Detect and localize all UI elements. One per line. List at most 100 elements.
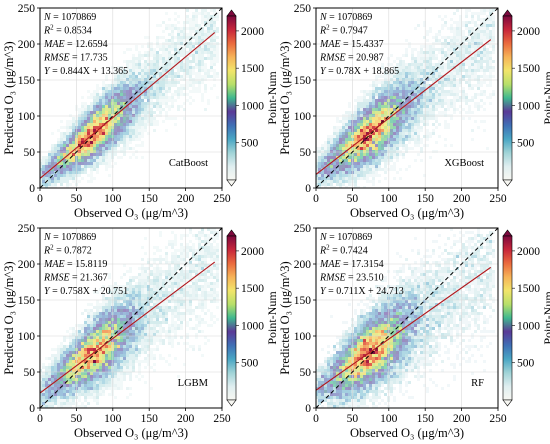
density-cell: [96, 96, 99, 99]
density-cell: [153, 312, 156, 315]
density-cell: [336, 120, 339, 123]
density-cell: [414, 99, 417, 102]
density-cell: [369, 120, 372, 123]
density-cell: [45, 156, 48, 159]
density-cell: [489, 78, 492, 81]
density-cell: [66, 369, 69, 372]
density-cell: [408, 111, 411, 114]
density-cell: [132, 60, 135, 63]
density-cell: [174, 291, 177, 294]
density-cell: [135, 312, 138, 315]
density-cell: [168, 291, 171, 294]
density-cell: [417, 153, 420, 156]
density-cell: [381, 153, 384, 156]
density-cell: [165, 360, 168, 363]
density-cell: [399, 111, 402, 114]
density-cell: [99, 129, 102, 132]
density-cell: [456, 96, 459, 99]
density-cell: [375, 96, 378, 99]
density-cell: [165, 54, 168, 57]
density-cell: [180, 234, 183, 237]
density-cell: [156, 270, 159, 273]
density-cell: [150, 87, 153, 90]
density-cell: [438, 69, 441, 72]
density-cell: [141, 54, 144, 57]
density-cell: [96, 318, 99, 321]
density-cell: [48, 162, 51, 165]
density-cell: [480, 81, 483, 84]
density-cell: [402, 63, 405, 66]
density-cell: [411, 129, 414, 132]
density-cell: [477, 39, 480, 42]
density-cell: [123, 312, 126, 315]
density-cell: [102, 87, 105, 90]
y-tick-label: 200: [18, 39, 36, 51]
density-cell: [153, 48, 156, 51]
density-cell: [316, 159, 318, 162]
density-cell: [132, 102, 135, 105]
density-cell: [129, 369, 132, 372]
density-cell: [390, 144, 393, 147]
density-cell: [165, 255, 168, 258]
density-cell: [195, 63, 198, 66]
density-cell: [327, 180, 330, 183]
density-cell: [393, 120, 396, 123]
density-cell: [171, 231, 174, 234]
density-cell: [162, 303, 165, 306]
density-cell: [168, 63, 171, 66]
density-cell: [84, 375, 87, 378]
density-cell: [414, 129, 417, 132]
density-cell: [114, 69, 117, 72]
density-cell: [183, 342, 186, 345]
density-cell: [435, 90, 438, 93]
density-cell: [57, 159, 60, 162]
density-cell: [87, 147, 90, 150]
density-cell: [120, 78, 123, 81]
density-cell: [40, 381, 42, 384]
density-cell: [348, 141, 351, 144]
density-cell: [108, 393, 111, 396]
density-cell: [486, 27, 489, 30]
density-cell: [177, 297, 180, 300]
density-cell: [114, 288, 117, 291]
density-cell: [474, 60, 477, 63]
density-cell: [363, 102, 366, 105]
density-cell: [426, 135, 429, 138]
density-cell: [69, 174, 72, 177]
density-cell: [99, 339, 102, 342]
density-cell: [195, 36, 198, 39]
density-cell: [99, 375, 102, 378]
density-cell: [147, 99, 150, 102]
density-cell: [201, 291, 204, 294]
density-cell: [114, 303, 117, 306]
density-cell: [459, 63, 462, 66]
density-cell: [156, 54, 159, 57]
density-cell: [51, 366, 54, 369]
density-cell: [483, 45, 486, 48]
density-cell: [342, 114, 345, 117]
density-cell: [471, 63, 474, 66]
density-cell: [66, 147, 69, 150]
density-cell: [144, 336, 147, 339]
density-cell: [87, 336, 90, 339]
density-cell: [405, 102, 408, 105]
density-cell: [435, 114, 438, 117]
density-cell: [96, 354, 99, 357]
density-cell: [408, 81, 411, 84]
density-cell: [72, 342, 75, 345]
density-cell: [492, 60, 495, 63]
density-cell: [87, 357, 90, 360]
density-cell: [105, 150, 108, 153]
density-cell: [213, 273, 216, 276]
density-cell: [204, 234, 207, 237]
density-cell: [69, 372, 72, 375]
density-cell: [483, 24, 486, 27]
density-cell: [123, 357, 126, 360]
density-cell: [489, 42, 492, 45]
density-cell: [159, 108, 162, 111]
density-cell: [378, 159, 381, 162]
stat-line-r: R2 = 0.8534: [43, 24, 92, 37]
density-cell: [72, 330, 75, 333]
density-cell: [462, 48, 465, 51]
density-cell: [201, 45, 204, 48]
